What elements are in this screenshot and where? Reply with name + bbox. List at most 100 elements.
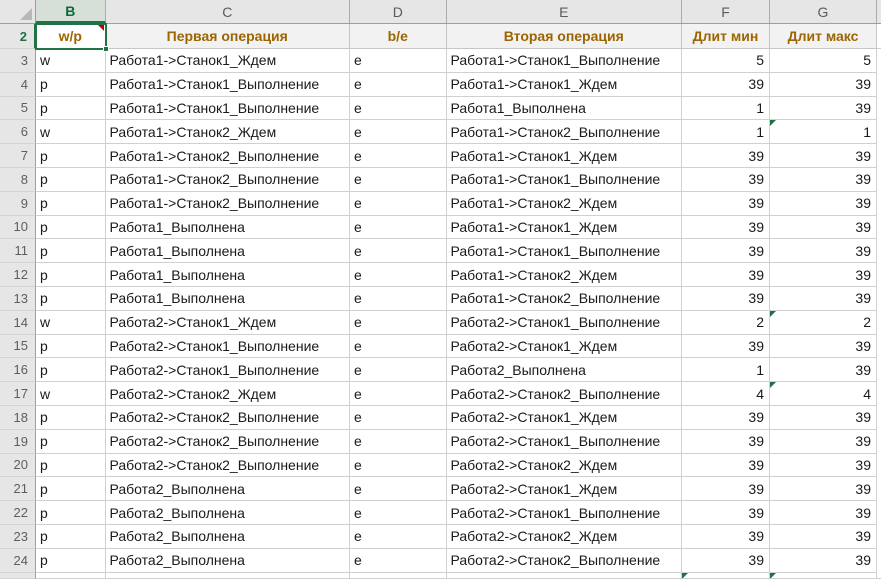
cell-dur-max[interactable]: 39 (770, 405, 877, 430)
cell-dur-min[interactable]: 4 (682, 382, 770, 406)
cell-second-operation[interactable]: Работа1->Станок1_Выполнение (446, 239, 682, 264)
cell-be[interactable] (350, 572, 447, 579)
cell-be[interactable]: e (350, 358, 447, 383)
cell-dur-min[interactable]: 39 (682, 453, 770, 478)
cell-dur-min[interactable]: 39 (682, 215, 770, 240)
cell-wp[interactable]: p (36, 429, 106, 454)
cell-first-operation[interactable]: Работа2->Станок2_Ждем (105, 382, 350, 406)
cell-dur-max[interactable]: 39 (770, 358, 877, 383)
cell-be[interactable]: e (350, 477, 447, 502)
cell-dur-max[interactable] (770, 572, 877, 579)
cell-dur-min[interactable]: 39 (682, 524, 770, 549)
cell-be[interactable]: e (350, 144, 447, 168)
header-cell-be[interactable]: b/e (350, 24, 447, 49)
cell-dur-min[interactable]: 1 (682, 96, 770, 121)
cell-first-operation[interactable]: Работа2_Выполнена (105, 548, 350, 573)
empty-cell[interactable] (877, 24, 881, 49)
cell-be[interactable]: e (350, 382, 447, 406)
cell-first-operation[interactable]: Работа2->Станок1_Ждем (105, 310, 350, 335)
cell-first-operation[interactable]: Работа2->Станок1_Выполнение (105, 334, 350, 359)
cell-first-operation[interactable]: Работа2->Станок2_Выполнение (105, 429, 350, 454)
cell-dur-min[interactable]: 39 (682, 167, 770, 192)
header-cell-dur-min[interactable]: Длит мин (682, 24, 770, 49)
cell-first-operation[interactable]: Работа1->Станок1_Ждем (105, 49, 350, 73)
cell-dur-min[interactable]: 39 (682, 239, 770, 264)
cell-wp[interactable]: p (36, 358, 106, 383)
cell-wp[interactable]: p (36, 215, 106, 240)
cell-dur-max[interactable]: 39 (770, 72, 877, 97)
row-number[interactable]: 4 (0, 72, 36, 97)
cell-second-operation[interactable]: Работа1->Станок1_Выполнение (446, 49, 682, 73)
cell-dur-max[interactable]: 39 (770, 263, 877, 287)
cell-dur-max[interactable]: 39 (770, 144, 877, 168)
cell-second-operation[interactable]: Работа2_Выполнена (446, 358, 682, 383)
cell-dur-min[interactable]: 39 (682, 548, 770, 573)
cell-dur-max[interactable]: 4 (770, 382, 877, 406)
cell-dur-min[interactable]: 39 (682, 191, 770, 216)
cell-second-operation[interactable]: Работа1->Станок1_Выполнение (446, 167, 682, 192)
cell-be[interactable]: e (350, 501, 447, 525)
cell-second-operation[interactable]: Работа2->Станок2_Выполнение (446, 382, 682, 406)
cell-second-operation[interactable]: Работа2->Станок1_Выполнение (446, 501, 682, 525)
cell-wp[interactable]: p (36, 524, 106, 549)
row-number[interactable]: 19 (0, 429, 36, 454)
cell-second-operation[interactable]: Работа2->Станок2_Ждем (446, 524, 682, 549)
row-number[interactable]: 20 (0, 453, 36, 478)
cell-first-operation[interactable]: Работа1->Станок2_Ждем (105, 120, 350, 145)
cell-dur-max[interactable]: 39 (770, 334, 877, 359)
cell-wp[interactable]: w (36, 120, 106, 145)
cell-dur-min[interactable]: 1 (682, 358, 770, 383)
cell-first-operation[interactable] (105, 572, 350, 579)
row-number[interactable]: 9 (0, 191, 36, 216)
cell-be[interactable]: e (350, 96, 447, 121)
cell-be[interactable]: e (350, 120, 447, 145)
row-number[interactable]: 12 (0, 263, 36, 287)
row-number[interactable]: 8 (0, 167, 36, 192)
row-number[interactable]: 2 (0, 24, 36, 49)
cell-first-operation[interactable]: Работа1->Станок2_Выполнение (105, 191, 350, 216)
cell-dur-max[interactable]: 39 (770, 477, 877, 502)
cell-wp[interactable]: p (36, 334, 106, 359)
column-header-C[interactable]: C (106, 0, 350, 23)
cell-first-operation[interactable]: Работа1->Станок2_Выполнение (105, 167, 350, 192)
cell-dur-max[interactable]: 39 (770, 286, 877, 311)
row-number[interactable]: 24 (0, 548, 36, 573)
cell-be[interactable]: e (350, 167, 447, 192)
row-number[interactable]: 22 (0, 501, 36, 525)
row-number[interactable]: 7 (0, 144, 36, 168)
cell-second-operation[interactable]: Работа1->Станок2_Выполнение (446, 286, 682, 311)
cell-be[interactable]: e (350, 215, 447, 240)
cell-dur-min[interactable] (682, 572, 770, 579)
row-number[interactable]: 13 (0, 286, 36, 311)
cell-be[interactable]: e (350, 191, 447, 216)
cell-first-operation[interactable]: Работа2->Станок2_Выполнение (105, 405, 350, 430)
cell-first-operation[interactable]: Работа1_Выполнена (105, 239, 350, 264)
row-number[interactable]: 6 (0, 120, 36, 145)
cell-first-operation[interactable]: Работа2_Выполнена (105, 477, 350, 502)
cell-dur-min[interactable]: 1 (682, 120, 770, 145)
cell-second-operation[interactable]: Работа2->Станок2_Выполнение (446, 548, 682, 573)
cell-dur-min[interactable]: 39 (682, 263, 770, 287)
cell-dur-max[interactable]: 39 (770, 548, 877, 573)
row-number[interactable]: 16 (0, 358, 36, 383)
cell-second-operation[interactable]: Работа2->Станок1_Выполнение (446, 429, 682, 454)
cell-be[interactable]: e (350, 263, 447, 287)
cell-dur-max[interactable]: 39 (770, 191, 877, 216)
cell-second-operation[interactable]: Работа1->Станок1_Ждем (446, 215, 682, 240)
row-number[interactable] (0, 572, 36, 579)
cell-dur-max[interactable]: 5 (770, 49, 877, 73)
cell-dur-min[interactable]: 39 (682, 501, 770, 525)
cell-first-operation[interactable]: Работа1->Станок1_Выполнение (105, 72, 350, 97)
cell-wp[interactable]: w (36, 49, 106, 73)
cell-dur-max[interactable]: 39 (770, 239, 877, 264)
cell-second-operation[interactable]: Работа1_Выполнена (446, 96, 682, 121)
cell-be[interactable]: e (350, 405, 447, 430)
cell-second-operation[interactable]: Работа2->Станок1_Ждем (446, 477, 682, 502)
column-header-G[interactable]: G (770, 0, 877, 23)
cell-dur-max[interactable]: 1 (770, 120, 877, 145)
cell-dur-max[interactable]: 2 (770, 310, 877, 335)
cell-dur-min[interactable]: 39 (682, 144, 770, 168)
cell-dur-min[interactable]: 39 (682, 405, 770, 430)
cell-wp[interactable]: w (36, 310, 106, 335)
cell-second-operation[interactable]: Работа1->Станок1_Ждем (446, 72, 682, 97)
